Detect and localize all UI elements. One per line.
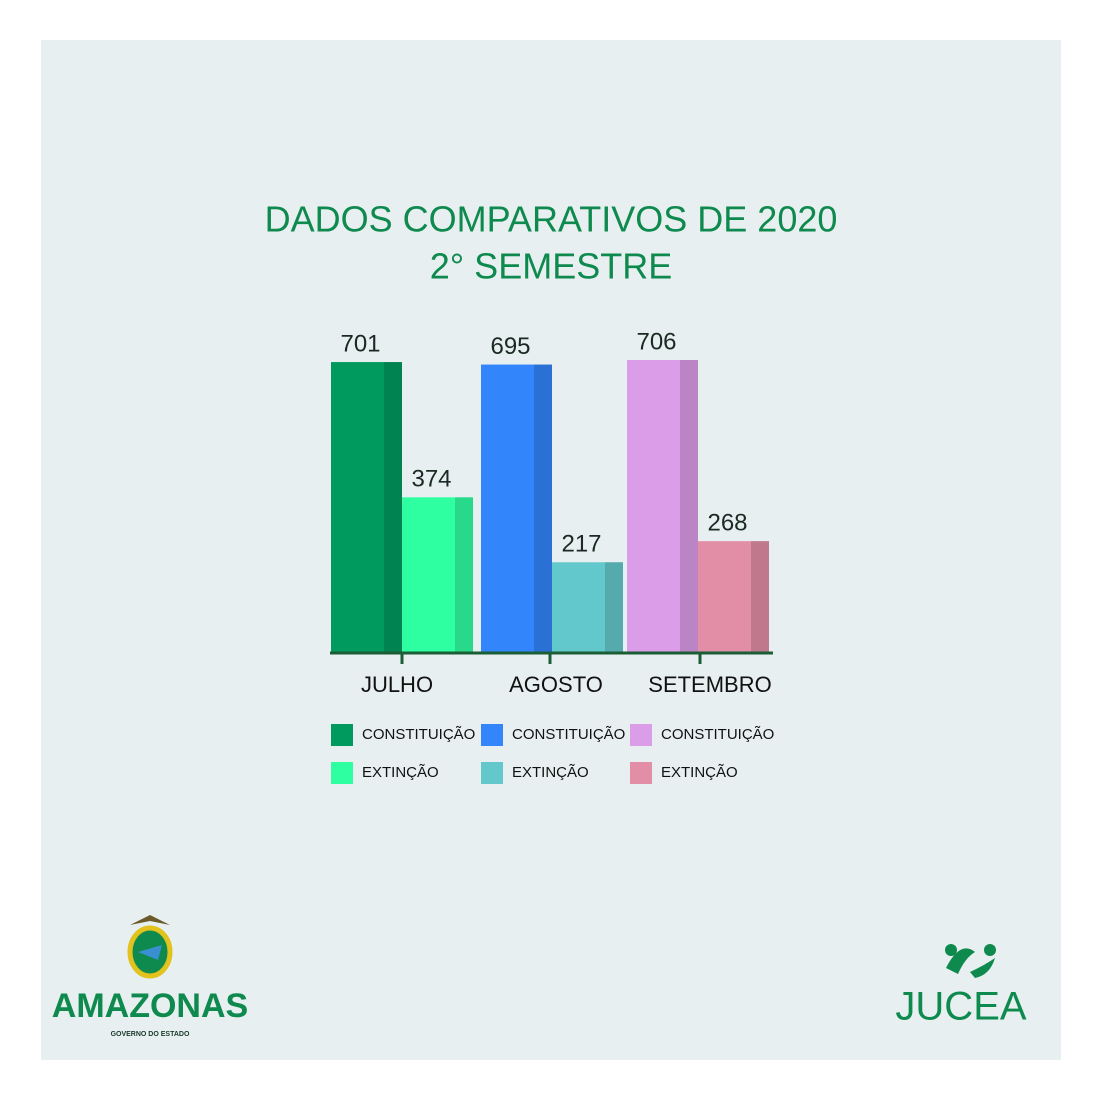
bar-shade	[455, 497, 473, 652]
value-label: 268	[707, 509, 747, 536]
bar	[402, 497, 473, 652]
legend-swatch	[331, 762, 353, 784]
value-label: 374	[411, 466, 451, 493]
legend-label: EXTINÇÃO	[512, 764, 589, 781]
bar-shade	[605, 562, 623, 652]
logo-name: JUCEA	[895, 985, 1026, 1029]
x-tick-label: AGOSTO	[509, 672, 603, 697]
bar	[331, 362, 402, 652]
amazonas-logo: AMAZONAS GOVERNO DO ESTADO	[52, 915, 248, 1038]
bar-shade	[384, 362, 402, 652]
chart-subtitle: 2° SEMESTRE	[430, 246, 672, 287]
logo-tagline: GOVERNO DO ESTADO	[111, 1031, 190, 1038]
bar	[698, 541, 769, 652]
bar-shade	[751, 541, 769, 652]
bar	[552, 562, 623, 652]
value-label: 706	[636, 328, 676, 355]
legend-label: EXTINÇÃO	[661, 764, 738, 781]
x-tick-label: SETEMBRO	[648, 672, 771, 697]
legend-swatch	[481, 762, 503, 784]
value-label: 695	[490, 333, 530, 360]
legend-swatch	[630, 762, 652, 784]
logo-name: AMAZONAS	[52, 987, 248, 1025]
chart: 701 374 695 217 706 268 JULHO AGOSTO SETEMBRO CON…	[330, 328, 774, 784]
legend-label: CONSTITUIÇÃO	[661, 726, 774, 743]
value-label: 701	[340, 330, 380, 357]
legend-swatch	[481, 724, 503, 746]
legend-label: EXTINÇÃO	[362, 764, 439, 781]
bar-shade	[680, 360, 698, 652]
bar-shade	[534, 364, 552, 652]
x-tick-label: JULHO	[361, 672, 433, 697]
legend-label: CONSTITUIÇÃO	[362, 726, 475, 743]
chart-title: DADOS COMPARATIVOS DE 2020	[265, 199, 838, 240]
bar	[481, 364, 552, 652]
legend-swatch	[630, 724, 652, 746]
value-label: 217	[561, 531, 601, 558]
bar	[627, 360, 698, 652]
legend-swatch	[331, 724, 353, 746]
legend-label: CONSTITUIÇÃO	[512, 726, 625, 743]
jucea-logo: JUCEA	[895, 944, 1027, 1029]
